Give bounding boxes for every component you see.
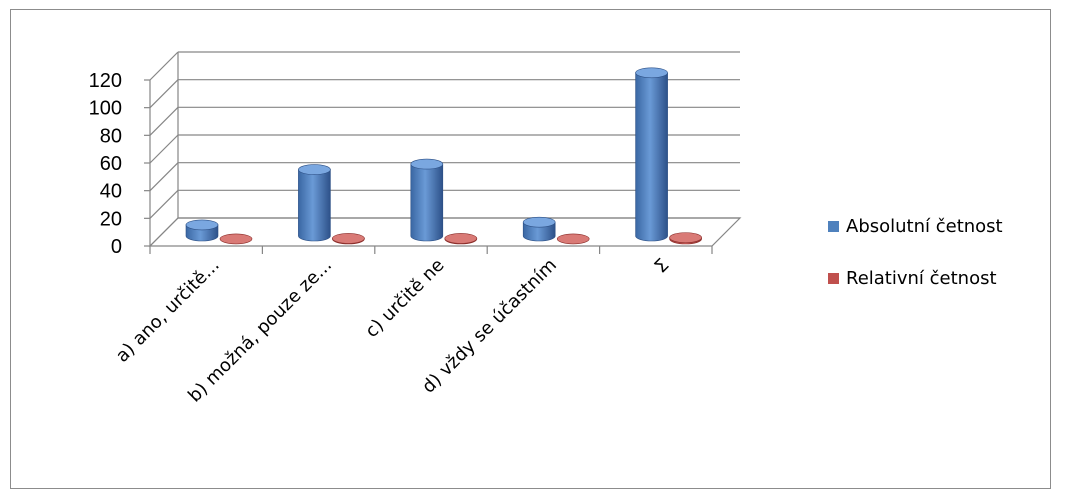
category-label: c) určitě ne xyxy=(361,255,448,342)
bar-absolute xyxy=(410,158,444,242)
y-tick-label: 100 xyxy=(89,98,122,120)
gridline-side xyxy=(149,51,179,81)
y-tick-label: 0 xyxy=(111,236,122,258)
y-tick-label: 20 xyxy=(100,208,122,230)
category-label: Σ xyxy=(650,255,673,278)
bar-relative xyxy=(332,233,365,245)
legend-label: Relativní četnost xyxy=(846,268,997,289)
gridline-side xyxy=(149,79,179,109)
gridline-side xyxy=(149,162,179,192)
chart-axes xyxy=(144,79,713,254)
bar-absolute xyxy=(635,67,668,242)
y-tick-label: 80 xyxy=(100,125,122,147)
bar-absolute xyxy=(298,164,331,242)
legend-swatch xyxy=(828,221,839,232)
chart-bars xyxy=(185,67,702,245)
bar-relative xyxy=(444,233,478,245)
y-tick-label: 120 xyxy=(89,70,122,92)
bar-absolute xyxy=(522,216,556,242)
chart-frame xyxy=(10,9,1051,489)
bar-relative xyxy=(219,233,253,245)
gridline-side xyxy=(149,134,179,164)
bar-relative xyxy=(669,232,702,245)
legend-swatch xyxy=(828,273,839,284)
category-labels: a) ano, určitě...b) možná, pouze ze... c)… xyxy=(112,255,674,407)
gridline-side xyxy=(149,189,179,219)
y-tick-label: 60 xyxy=(100,153,122,175)
chart-floor xyxy=(148,217,742,247)
y-tick-labels: 0 20 40 60 80 100 120 xyxy=(89,70,122,258)
y-tick-label: 40 xyxy=(100,181,122,203)
legend-label: Absolutní četnost xyxy=(846,216,1003,237)
category-label: a) ano, určitě... xyxy=(112,255,224,367)
bar-relative xyxy=(556,233,590,245)
bar-absolute xyxy=(185,219,219,242)
legend: Absolutní četnost Relativní četnost xyxy=(828,216,1003,289)
gridline-side xyxy=(149,106,179,136)
